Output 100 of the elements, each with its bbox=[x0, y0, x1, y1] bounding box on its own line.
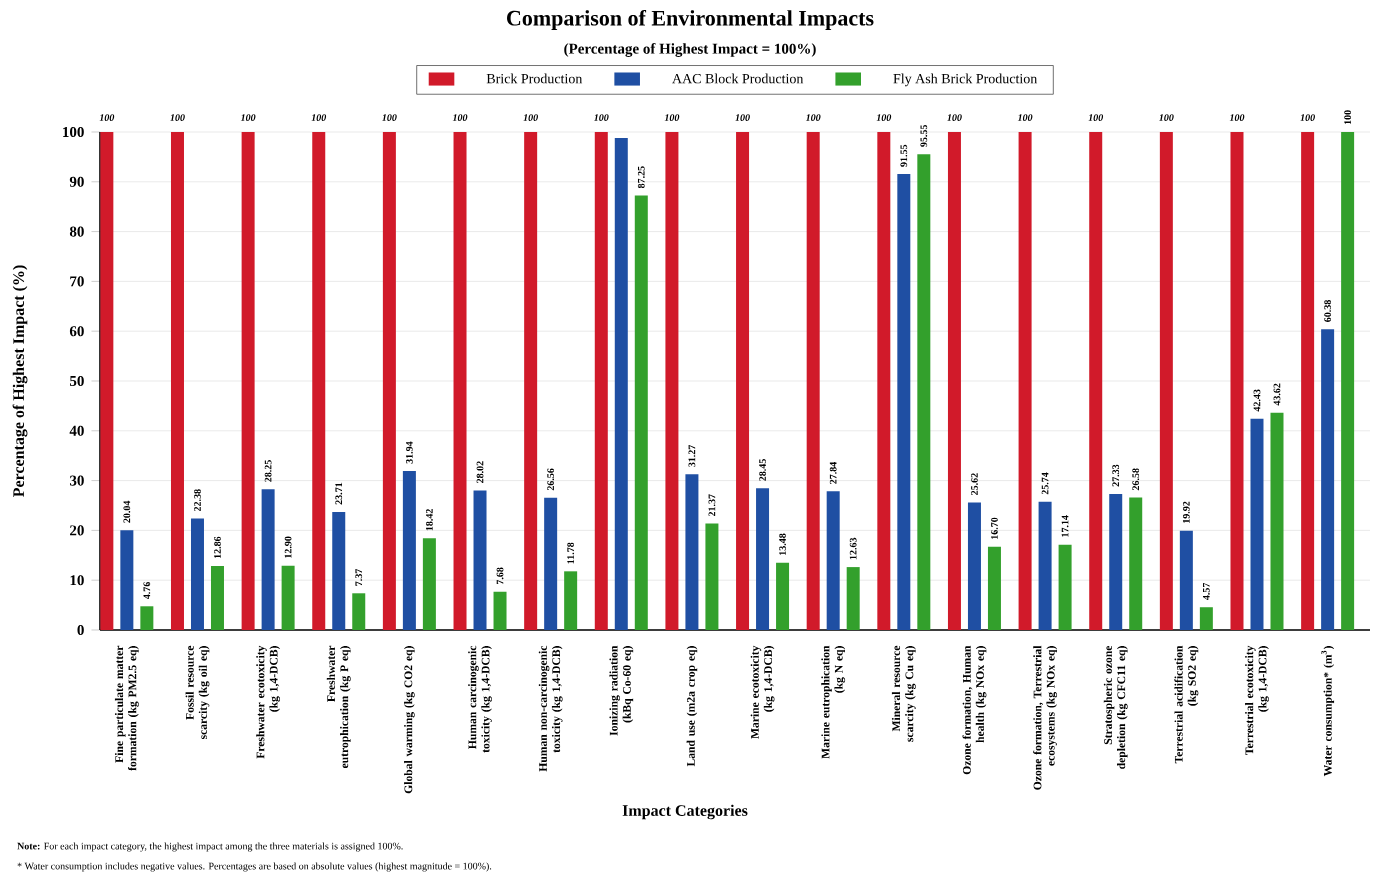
data-label: 20.04 bbox=[123, 500, 131, 523]
x-tick-label: Freshwater eutrophication (kg P eq) bbox=[326, 645, 351, 769]
y-tick-label: 30 bbox=[69, 475, 84, 486]
text: * Water consumption includes negative values. Percentages are based on absolute values (highest magnitude = 100%). bbox=[17, 862, 492, 872]
data-label: 100 bbox=[452, 114, 468, 121]
data-label: 91.55 bbox=[900, 144, 908, 167]
data-label: 28.45 bbox=[759, 459, 766, 481]
legend-label: AAC Block Production bbox=[672, 73, 804, 84]
data-label: 27.84 bbox=[829, 461, 837, 484]
bar bbox=[776, 562, 790, 630]
data-label: 100 bbox=[1017, 114, 1033, 121]
data-label: 100 bbox=[876, 114, 892, 121]
x-tick-label: Marine ecotoxicity (kg 1,4-DCB) bbox=[750, 645, 775, 739]
bar bbox=[544, 497, 558, 630]
x-tick-label: Human carcinogenic toxicity (kg 1,4-DCB) bbox=[468, 645, 492, 753]
y-tick-label: 90 bbox=[69, 176, 84, 187]
data-label: 100 bbox=[1300, 114, 1315, 121]
bar bbox=[261, 489, 275, 630]
data-label: 100 bbox=[1344, 110, 1351, 125]
bar bbox=[897, 174, 911, 630]
x-tick-label: Fossil resource scarcity (kg oil eq) bbox=[185, 645, 210, 740]
y-tick-label: 20 bbox=[70, 525, 84, 536]
x-tick-label: Fine particulate matter formation (kg PM2.5 eq) bbox=[114, 645, 139, 771]
bar bbox=[1301, 131, 1315, 630]
y-axis-title: Percentage of Highest Impact (%) bbox=[12, 265, 28, 497]
data-label: 100 bbox=[382, 114, 397, 121]
x-tick-label: Water consumption* (m$^{3}$) bbox=[1321, 646, 1335, 777]
x-tick-label: Mineral resource scarcity (kg Cu eq) bbox=[891, 645, 916, 742]
bar bbox=[826, 491, 840, 630]
data-label: 95.55 bbox=[920, 124, 928, 147]
legend-label: Brick Production bbox=[486, 73, 583, 84]
data-label: 100 bbox=[311, 114, 327, 121]
data-label: 100 bbox=[664, 114, 680, 121]
y-tick-label: 50 bbox=[70, 375, 84, 387]
bar bbox=[806, 131, 820, 630]
data-label: 43.62 bbox=[1273, 383, 1281, 406]
data-label: 100 bbox=[805, 114, 821, 121]
bar bbox=[170, 131, 184, 630]
data-label: 18.42 bbox=[425, 509, 433, 531]
data-label: 100 bbox=[594, 114, 609, 121]
data-label: 12.86 bbox=[214, 536, 221, 559]
x-tick-label: Terrestrial acidification (kg SO2 eq) bbox=[1174, 645, 1199, 764]
bar bbox=[1341, 131, 1355, 630]
bar bbox=[756, 488, 770, 630]
bar bbox=[332, 511, 346, 630]
data-label: 26.56 bbox=[547, 468, 555, 491]
y-tick-label: 0 bbox=[77, 624, 84, 636]
data-label: 11.78 bbox=[567, 542, 575, 564]
x-tick-label: Ozone formation, Terrestrial ecosystems (kg NOx eq) bbox=[1033, 645, 1058, 790]
data-label: 28.25 bbox=[264, 460, 272, 482]
bar bbox=[1250, 418, 1264, 630]
data-label: 22.38 bbox=[194, 489, 201, 512]
bar bbox=[1321, 329, 1335, 630]
data-label: 16.70 bbox=[991, 517, 998, 539]
bar bbox=[967, 502, 981, 630]
bar bbox=[1109, 493, 1123, 630]
bar bbox=[1179, 530, 1193, 630]
data-label: 21.37 bbox=[708, 494, 716, 517]
bar bbox=[685, 474, 699, 630]
legend-label: Fly Ash Brick Production bbox=[893, 73, 1038, 87]
data-label: 100 bbox=[947, 114, 962, 121]
bar bbox=[352, 593, 366, 630]
y-tick-label: 80 bbox=[69, 226, 84, 237]
text: Note: For each impact category, the highest impact among the three materials is assigned 100%. bbox=[17, 842, 403, 852]
x-axis-title: Impact Categories bbox=[622, 804, 748, 820]
x-tick-label: Ionizing radiation (kBq Co-60 eq) bbox=[609, 645, 634, 736]
x-tick-label: Land use (m2a crop eq) bbox=[686, 646, 698, 767]
data-label: 87.25 bbox=[637, 166, 645, 189]
bar bbox=[564, 571, 578, 630]
data-label: 100 bbox=[735, 114, 750, 121]
data-label: 31.94 bbox=[406, 441, 413, 464]
bar bbox=[281, 565, 295, 630]
bar bbox=[665, 131, 679, 630]
bar bbox=[140, 606, 154, 630]
bar bbox=[241, 131, 255, 630]
data-label: 4.57 bbox=[1202, 582, 1210, 601]
data-label: 25.74 bbox=[1041, 472, 1049, 495]
bar bbox=[210, 565, 224, 630]
y-tick-label: 70 bbox=[70, 276, 84, 287]
x-tick-label: Freshwater ecotoxicity (kg 1,4-DCB) bbox=[256, 645, 281, 759]
y-tick-label: 60 bbox=[69, 326, 84, 337]
bar bbox=[614, 137, 628, 630]
bar bbox=[1018, 131, 1032, 630]
bar bbox=[382, 131, 396, 630]
data-label: 100 bbox=[523, 114, 538, 121]
bar bbox=[634, 195, 648, 630]
bar bbox=[524, 131, 538, 630]
bar bbox=[312, 131, 326, 630]
bar bbox=[473, 490, 487, 630]
bar bbox=[190, 518, 204, 630]
bar bbox=[1129, 497, 1143, 630]
y-tick-label: 100 bbox=[63, 126, 84, 138]
data-label: 100 bbox=[170, 114, 185, 121]
bar bbox=[1089, 131, 1103, 630]
bar bbox=[493, 591, 507, 630]
data-label: 19.92 bbox=[1182, 501, 1190, 523]
x-tick-label: Marine eutrophication (kg N eq) bbox=[821, 645, 846, 759]
x-tick-label: Stratospheric ozone depletion (kg CFC11 eq) bbox=[1103, 645, 1128, 769]
chart-subtitle: (Percentage of Highest Impact = 100%) bbox=[564, 43, 816, 57]
data-label: 23.71 bbox=[335, 482, 343, 505]
